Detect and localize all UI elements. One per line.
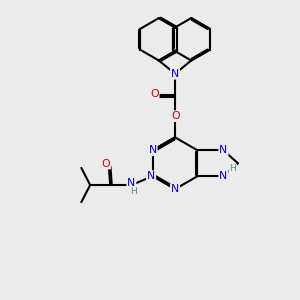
Text: H: H <box>230 164 236 173</box>
Text: O: O <box>171 111 180 121</box>
Text: N: N <box>219 145 227 155</box>
Text: N: N <box>171 184 179 194</box>
Text: O: O <box>150 89 159 99</box>
Text: O: O <box>101 158 110 169</box>
Text: H: H <box>130 187 137 196</box>
Text: N: N <box>219 171 227 181</box>
Text: N: N <box>147 171 155 181</box>
Text: N: N <box>171 69 179 79</box>
Text: N: N <box>127 178 136 188</box>
Text: N: N <box>148 145 157 155</box>
